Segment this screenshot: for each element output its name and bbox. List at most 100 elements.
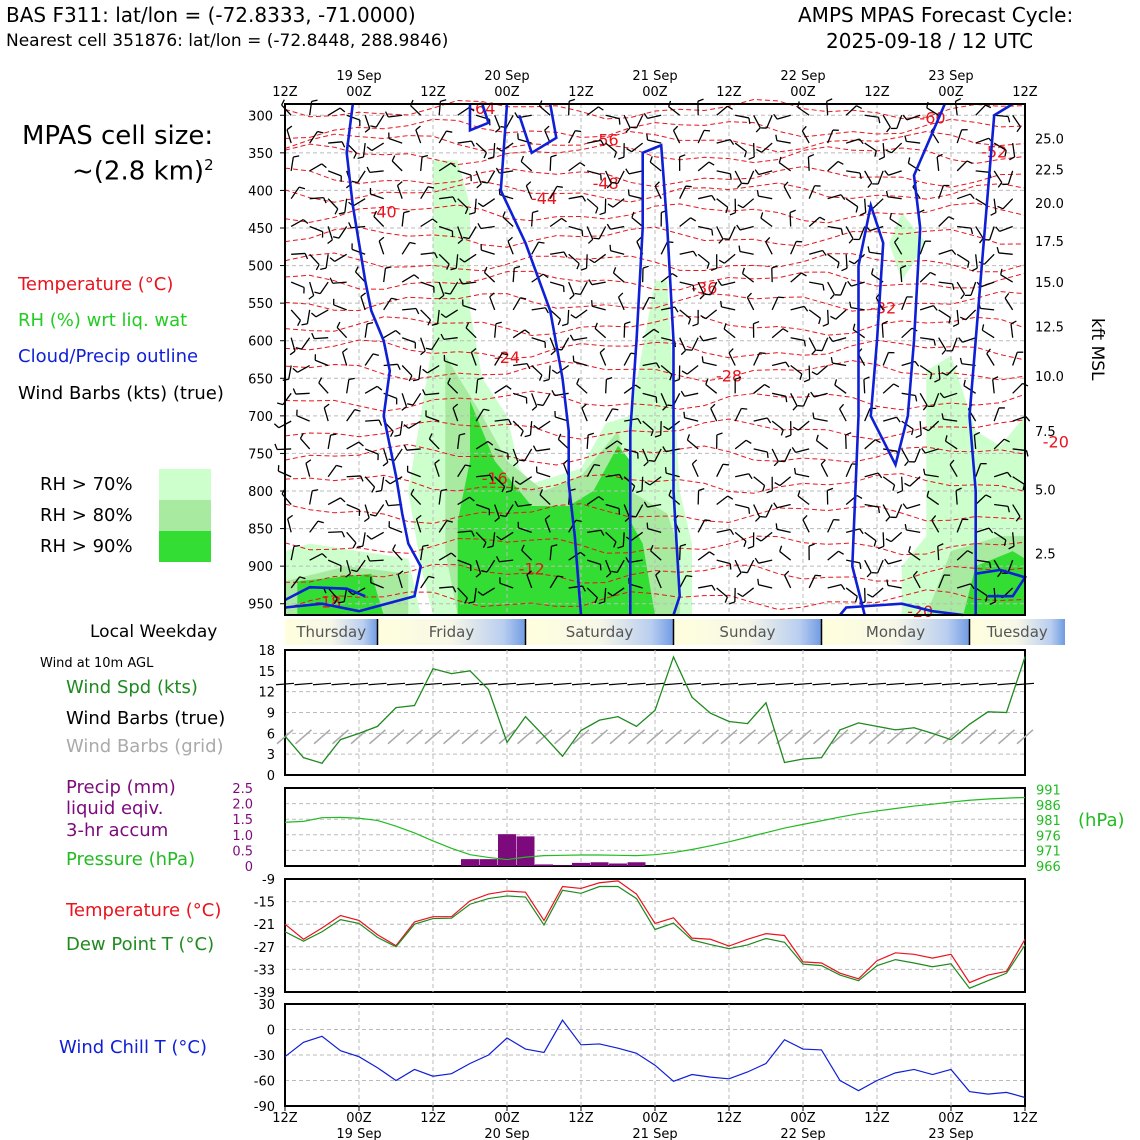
wind-barb-248 [517, 503, 532, 507]
wind-barb-feather-40 [334, 208, 339, 215]
wind-barb-151 [436, 309, 440, 324]
wind-barb-feather-438 [718, 259, 725, 264]
wind-barb-593 [872, 587, 884, 598]
wind-barb-328 [610, 225, 625, 230]
wind-barb-477 [772, 361, 786, 367]
wind-barb-feather-256 [556, 185, 563, 188]
wind-barb-feather-81 [367, 321, 374, 325]
wind-barb-feather-11 [276, 402, 284, 406]
xsec-ytick-550: 550 [248, 297, 273, 312]
wind-barb-feather-511 [822, 284, 825, 291]
wind-barb-feather-301 [587, 432, 595, 436]
wind-barb-feather-246 [524, 434, 531, 438]
wind-barb-713 [1012, 415, 1027, 422]
wind-barb-578 [877, 170, 884, 185]
wind-barb-feather-320 [618, 474, 623, 481]
wind-barb-feather-468 [737, 592, 743, 598]
wind-barb-97 [383, 297, 392, 311]
wind-barb-67 [346, 475, 361, 478]
wind-barb-feather-219 [495, 167, 500, 174]
wind-barb-658 [943, 392, 958, 399]
wind-barb-feather-198 [468, 601, 475, 604]
wind-barb-feather-451 [755, 127, 761, 133]
surface-barb-grid-26 [757, 729, 775, 745]
wind-barb-feather-325 [625, 127, 631, 133]
wind-barb-feather-77 [348, 222, 352, 229]
wind-barb-feather-90 [347, 590, 354, 596]
wind-barb-91 [371, 142, 385, 152]
wind-barb-feather-192 [483, 408, 490, 412]
wind-barb-222 [512, 268, 515, 283]
wind-barb-289 [587, 139, 602, 144]
wind-barb-560 [864, 170, 873, 184]
bottom-date-label-4: 23 Sep [928, 1127, 973, 1140]
wind-barb-feather-502 [775, 523, 778, 530]
wind-barb-170 [443, 337, 458, 341]
wind-barb-feather-296 [570, 314, 577, 319]
wind-barb-712 [1012, 382, 1024, 394]
wind-barb-682 [975, 559, 990, 563]
wind-barb-307 [605, 142, 617, 153]
wind-barb-feather-248 [514, 480, 521, 485]
wind-speed-point-25 [746, 723, 749, 725]
wind-barb-646 [937, 546, 940, 561]
wind-barb-384 [679, 281, 694, 286]
wind-barb-feather-504 [784, 570, 790, 576]
wind-barb-406 [684, 392, 699, 397]
weekday-band-3 [673, 619, 822, 645]
wind-barb-539 [827, 583, 842, 589]
wind-barb-feather-582 [867, 246, 870, 253]
wind-barb-feather-503 [779, 545, 783, 552]
wind-barb-feather-659 [939, 392, 945, 399]
wind-speed-point-22 [691, 696, 693, 698]
wind-barb-feather-522 [815, 574, 822, 577]
rh-80-label: RH > 80% [40, 505, 133, 526]
wind-barb-515 [798, 420, 810, 431]
wind-barb-feather-467 [741, 571, 748, 574]
wind-barb-377 [655, 574, 662, 589]
wind-barb-feather-317 [606, 376, 613, 380]
surface-barb-true-13 [516, 682, 535, 686]
wchill-ytick--90: -90 [254, 1100, 275, 1115]
wind-barb-43 [315, 309, 329, 318]
wind-barb-feather-514 [803, 378, 810, 383]
wind-barb-136 [412, 392, 422, 406]
surface-barb-grid-36 [942, 729, 960, 745]
wind-barb-feather-619 [930, 271, 936, 276]
wind-barb-feather-169 [444, 292, 451, 295]
wind-barb-feather-614 [904, 135, 907, 142]
wind-barb-704 [1007, 170, 1014, 185]
wind-barb-feather-620 [932, 305, 938, 311]
top-time-label-8: 12Z [864, 85, 890, 100]
wind-barb-feather-640 [934, 378, 941, 383]
surface-barb-grid-13 [517, 729, 534, 745]
wind-barb-feather-377 [650, 545, 654, 552]
wind-speed-point-14 [543, 735, 545, 737]
wind-barb-feather-151 [438, 294, 445, 300]
wind-barb-feather-261 [550, 350, 556, 356]
wind-barb-feather-187 [458, 278, 463, 285]
wind-barb-feather-387 [680, 349, 686, 356]
wind-barb-382 [679, 217, 692, 227]
wind-barb-feather-273 [579, 162, 586, 167]
wind-barb-feather-3 [293, 155, 300, 158]
wind-barb-feather-80 [360, 292, 367, 298]
wind-barb-feather-323 [605, 572, 612, 578]
wind-barb-feather-51 [340, 497, 346, 503]
wind-barb-172 [447, 382, 459, 394]
wind-barb-feather-197 [475, 572, 482, 578]
wind-barb-feather-67 [358, 441, 364, 447]
wind-10m-label: Wind at 10m AGL [40, 656, 154, 671]
wind-barb-feather-263 [537, 403, 544, 407]
wind-barb-216 [505, 114, 514, 128]
wind-barb-feather-132 [433, 252, 438, 259]
wind-barb-105 [371, 531, 384, 540]
wind-barb-feather-443 [734, 376, 742, 380]
wind-barb-feather-328 [607, 203, 614, 208]
wind-barb-feather-123 [385, 499, 389, 506]
kft-tick-2: 20.0 [1035, 197, 1064, 212]
wind-barb-580 [869, 225, 884, 232]
wind-barb-28 [295, 392, 310, 395]
wind-barb-17 [290, 576, 301, 589]
precip-bar-9 [627, 862, 646, 866]
